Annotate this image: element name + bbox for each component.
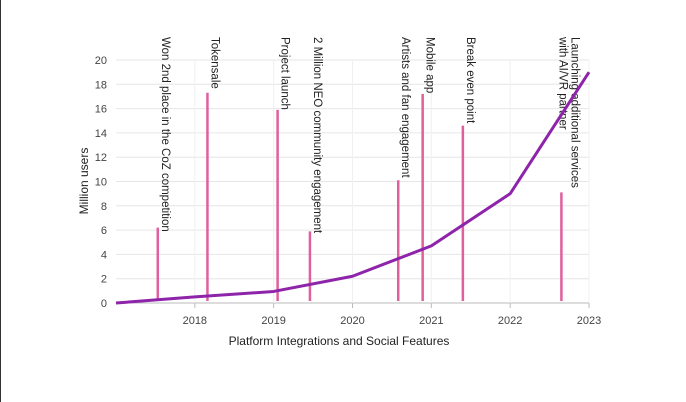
y-tick-label: 0 <box>101 298 107 310</box>
annotation-label: Tokensale <box>208 37 220 89</box>
annotation-label: Artists and fan engagement <box>399 37 411 178</box>
y-tick-label: 4 <box>101 249 107 261</box>
y-tick-label: 10 <box>95 177 107 189</box>
x-tick-label: 2023 <box>577 315 601 327</box>
y-tick-label: 16 <box>95 104 107 116</box>
y-tick-label: 6 <box>101 225 107 237</box>
annotation-label: Mobile app <box>424 37 436 93</box>
x-axis-label: Platform Integrations and Social Feature… <box>229 334 450 348</box>
y-tick-label: 8 <box>101 201 107 213</box>
y-axis-label: Million users <box>77 148 91 215</box>
x-tick-label: 2021 <box>419 315 443 327</box>
annotation-label: Won 2nd place in the CoZ competition <box>159 37 171 232</box>
y-tick-label: 20 <box>95 55 107 67</box>
y-tick-label: 12 <box>95 152 107 164</box>
x-tick-label: 2019 <box>261 315 285 327</box>
series-line <box>115 71 591 305</box>
annotation-label: Launching additional services <box>568 37 580 188</box>
y-tick-label: 18 <box>95 79 107 91</box>
y-tick-label: 14 <box>95 128 107 140</box>
annotation-label: Project launch <box>279 37 291 110</box>
annotation-label: 2 Million NEO community engagement <box>311 37 323 234</box>
x-tick-label: 2020 <box>340 315 364 327</box>
x-tick-label: 2018 <box>183 315 207 327</box>
y-tick-label: 2 <box>101 274 107 286</box>
annotation-label: Break even point <box>464 37 476 124</box>
x-tick-label: 2022 <box>498 315 522 327</box>
